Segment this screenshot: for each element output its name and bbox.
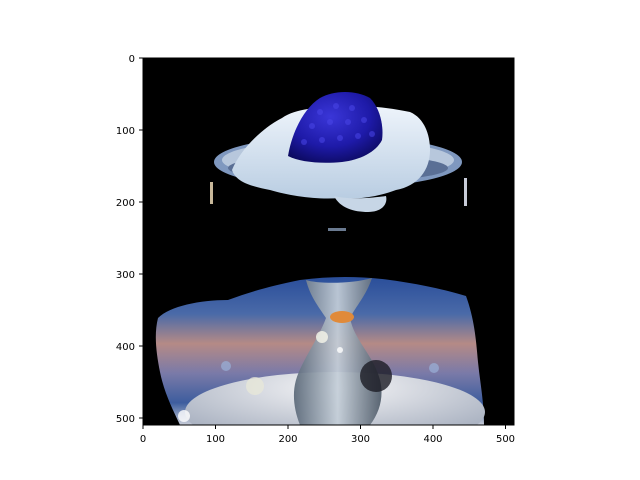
y-tick-label: 0 <box>129 54 135 65</box>
x-tick-label: 500 <box>496 434 515 445</box>
y-tick-label: 400 <box>116 342 135 353</box>
x-tick-label: 0 <box>140 434 146 445</box>
axes-frame <box>142 57 515 426</box>
y-axis: 0 100 200 300 400 500 <box>116 54 143 425</box>
x-tick-label: 100 <box>206 434 225 445</box>
y-tick-label: 100 <box>116 126 135 137</box>
y-tick-label: 500 <box>116 414 135 425</box>
image-area <box>143 58 514 425</box>
x-tick-label: 300 <box>351 434 370 445</box>
x-tick-label: 400 <box>423 434 442 445</box>
dessert-top <box>210 92 467 231</box>
orange-highlight <box>330 311 354 323</box>
x-tick-label: 200 <box>278 434 297 445</box>
y-tick-label: 300 <box>116 270 135 281</box>
raspberry <box>288 92 383 163</box>
x-axis: 0 100 200 300 400 500 <box>140 425 515 445</box>
y-tick-label: 200 <box>116 198 135 209</box>
dessert-bottom <box>155 277 485 425</box>
